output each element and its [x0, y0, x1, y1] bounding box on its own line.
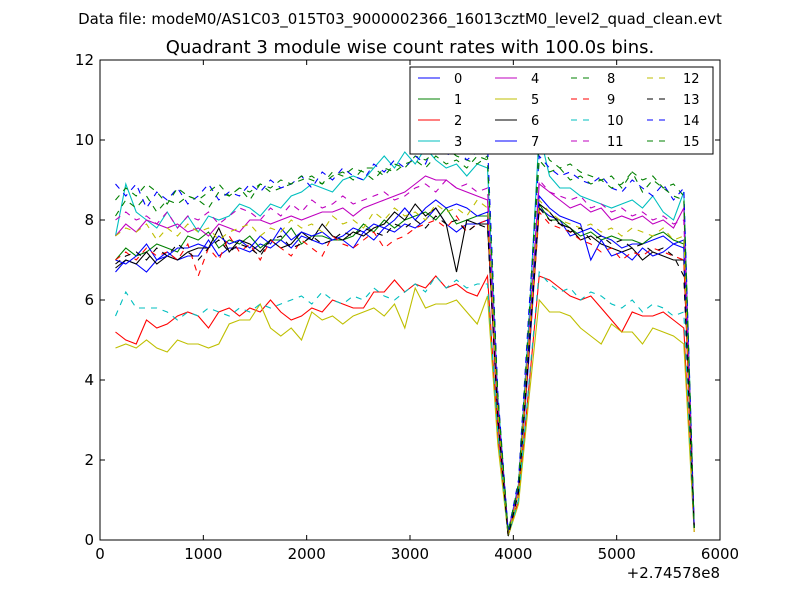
y-tick-label: 8: [84, 211, 94, 229]
legend-label-3: 3: [454, 135, 462, 150]
series-line-13: [115, 206, 695, 537]
legend-label-5: 5: [531, 93, 539, 108]
series-line-1: [115, 202, 695, 533]
series-line-15: [115, 155, 695, 533]
y-tick-label: 2: [84, 451, 94, 469]
series-line-2: [115, 273, 695, 537]
series-line-8: [115, 137, 695, 533]
legend-label-15: 15: [683, 135, 700, 150]
series-line-7: [115, 194, 695, 533]
series-line-12: [115, 198, 695, 537]
series-line-4: [115, 175, 695, 533]
x-tick-label: 3000: [391, 545, 429, 563]
x-tick-label: 1000: [184, 545, 222, 563]
series-line-0: [115, 206, 695, 537]
legend-label-4: 4: [531, 72, 539, 87]
legend-label-2: 2: [454, 114, 462, 129]
y-tick-label: 12: [75, 51, 94, 69]
legend-label-6: 6: [531, 114, 539, 129]
legend-label-13: 13: [683, 93, 700, 108]
x-tick-label: 5000: [598, 545, 636, 563]
x-tick-label: 6000: [701, 545, 739, 563]
legend-label-8: 8: [607, 72, 615, 87]
legend-label-14: 14: [683, 114, 700, 129]
legend-label-10: 10: [607, 114, 624, 129]
y-tick-label: 10: [75, 131, 94, 149]
y-tick-label: 0: [84, 531, 94, 549]
series-line-10: [114, 270, 695, 537]
legend-label-9: 9: [607, 93, 615, 108]
data-file-caption: Data file: modeM0/AS1C03_015T03_90000023…: [78, 10, 722, 29]
legend-label-7: 7: [531, 135, 539, 150]
legend-frame: [409, 66, 714, 155]
y-tick-label: 4: [84, 371, 94, 389]
y-tick-label: 6: [84, 291, 94, 309]
legend-label-1: 1: [454, 93, 462, 108]
series-line-6: [115, 202, 695, 537]
legend-label-0: 0: [454, 72, 462, 87]
legend-label-12: 12: [683, 72, 700, 87]
series-line-11: [115, 178, 695, 533]
series-line-5: [115, 286, 695, 537]
series-line-9: [115, 210, 695, 537]
legend-label-11: 11: [607, 135, 624, 150]
x-tick-label: 0: [95, 545, 105, 563]
series-line-3: [114, 131, 695, 533]
x-tick-label: 2000: [288, 545, 326, 563]
x-tick-label: 4000: [494, 545, 532, 563]
x-offset-label: +2.74578e8: [627, 564, 720, 582]
chart-title: Quadrant 3 module wise count rates with …: [166, 37, 655, 58]
series-line-14: [115, 138, 695, 533]
series-layer: [114, 131, 695, 537]
